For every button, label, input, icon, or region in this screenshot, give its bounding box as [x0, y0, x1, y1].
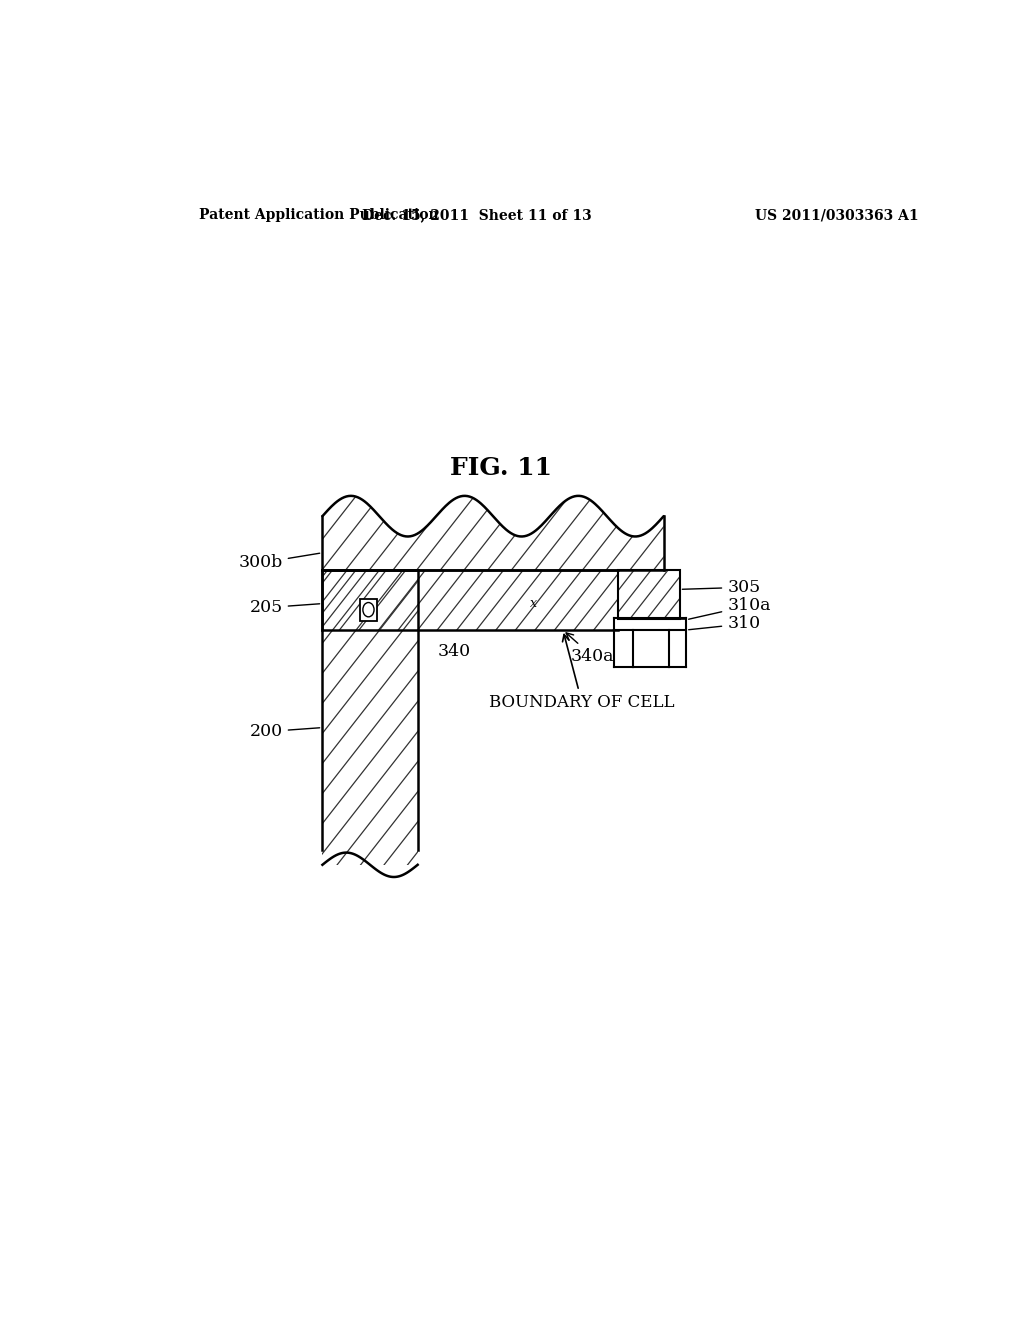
- Text: US 2011/0303363 A1: US 2011/0303363 A1: [755, 209, 919, 222]
- Circle shape: [362, 602, 374, 616]
- Text: 300b: 300b: [239, 553, 319, 572]
- Text: Dec. 15, 2011  Sheet 11 of 13: Dec. 15, 2011 Sheet 11 of 13: [362, 209, 592, 222]
- Text: 205: 205: [250, 599, 319, 616]
- Text: 310: 310: [689, 615, 760, 632]
- Text: 310a: 310a: [688, 597, 771, 619]
- Polygon shape: [323, 496, 664, 570]
- Text: 200: 200: [250, 723, 319, 741]
- Text: x: x: [530, 597, 538, 610]
- Text: FIG. 11: FIG. 11: [450, 457, 552, 480]
- Polygon shape: [323, 570, 418, 865]
- Text: 305: 305: [682, 579, 761, 595]
- Polygon shape: [614, 618, 686, 667]
- Polygon shape: [323, 570, 618, 630]
- Text: Patent Application Publication: Patent Application Publication: [200, 209, 439, 222]
- Text: BOUNDARY OF CELL: BOUNDARY OF CELL: [489, 635, 675, 710]
- Polygon shape: [618, 570, 680, 619]
- Bar: [359, 598, 377, 620]
- Text: 340a: 340a: [566, 632, 614, 665]
- Text: 340: 340: [437, 643, 471, 660]
- Bar: [618, 570, 680, 619]
